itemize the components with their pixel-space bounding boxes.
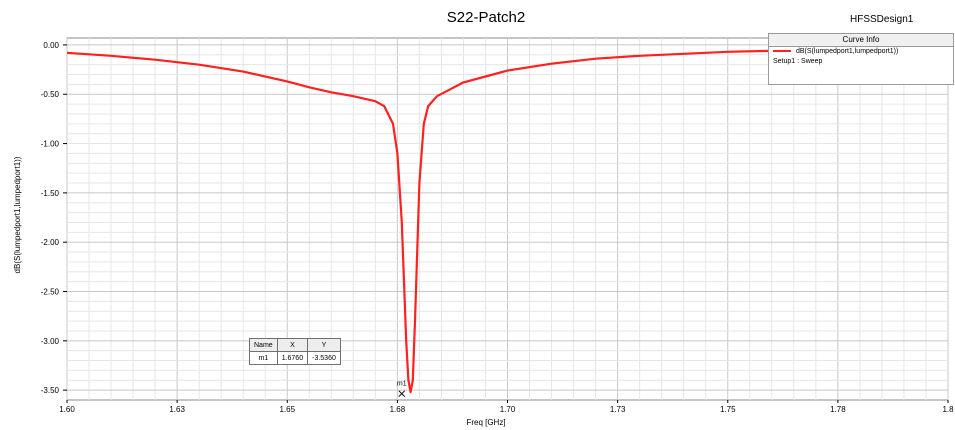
legend-setup-label: Setup1 : Sweep bbox=[773, 58, 823, 65]
x-tick-label: 1.8 bbox=[942, 405, 954, 414]
marker-col-name: Name bbox=[249, 338, 278, 352]
x-tick-label: 1.73 bbox=[610, 405, 626, 414]
y-tick-label: -2.50 bbox=[41, 288, 60, 297]
marker-cross bbox=[398, 390, 406, 398]
x-axis-label: Freq [GHz] bbox=[466, 418, 505, 427]
marker-col-x: X bbox=[276, 338, 309, 352]
marker-col-y: Y bbox=[307, 338, 341, 352]
y-tick-label: -1.00 bbox=[41, 140, 60, 149]
marker-x-cell: 1.6760 bbox=[276, 351, 309, 365]
y-tick-label: -1.50 bbox=[41, 189, 60, 198]
legend-entry-series[interactable]: dB(S(lumpedport1,lumpedport1)) bbox=[769, 47, 953, 57]
legend-entry-label: dB(S(lumpedport1,lumpedport1)) bbox=[796, 48, 899, 55]
marker-name-cell: m1 bbox=[249, 351, 278, 365]
plot-axes: 0.00 -0.50 -1.00 -1.50 -2.00 -2.50 -3.00 -3.50 1… bbox=[41, 41, 954, 414]
series-line bbox=[66, 47, 948, 394]
marker-label: m1 bbox=[397, 381, 407, 388]
legend-header: Curve Info bbox=[769, 34, 953, 47]
x-tick-label: 1.75 bbox=[720, 405, 736, 414]
curve-info-legend[interactable]: Curve Info dB(S(lumpedport1,lumpedport1)… bbox=[768, 33, 954, 85]
x-tick-label: 1.65 bbox=[279, 405, 295, 414]
marker-layer: m1 bbox=[397, 381, 407, 398]
y-tick-label: -3.00 bbox=[41, 337, 60, 346]
legend-entry-setup: Setup1 : Sweep bbox=[769, 57, 953, 67]
x-tick-label: 1.70 bbox=[500, 405, 516, 414]
marker-table-row: m1 1.6760 -3.5360 bbox=[249, 351, 341, 365]
marker-table[interactable]: Name X Y m1 1.6760 -3.5360 bbox=[249, 338, 341, 365]
design-label: HFSSDesign1 bbox=[850, 14, 914, 25]
x-tick-label: 1.68 bbox=[390, 405, 406, 414]
chart-title: S22-Patch2 bbox=[447, 9, 525, 26]
x-tick-label: 1.63 bbox=[169, 405, 185, 414]
legend-swatch bbox=[773, 50, 791, 53]
x-tick-label: 1.60 bbox=[59, 405, 75, 414]
y-axis-label: dB(S(lumpedport1,lumpedport1)) bbox=[13, 156, 22, 273]
x-tick-label: 1.78 bbox=[830, 405, 846, 414]
series-layer bbox=[66, 47, 948, 394]
y-tick-label: -2.00 bbox=[41, 238, 60, 247]
y-tick-label: -3.50 bbox=[41, 386, 60, 395]
y-tick-label: 0.00 bbox=[43, 41, 59, 50]
marker-table-header: Name X Y bbox=[249, 338, 341, 352]
y-tick-label: -0.50 bbox=[41, 90, 60, 99]
plot-grid bbox=[66, 37, 949, 401]
marker-y-cell: -3.5360 bbox=[307, 351, 341, 365]
